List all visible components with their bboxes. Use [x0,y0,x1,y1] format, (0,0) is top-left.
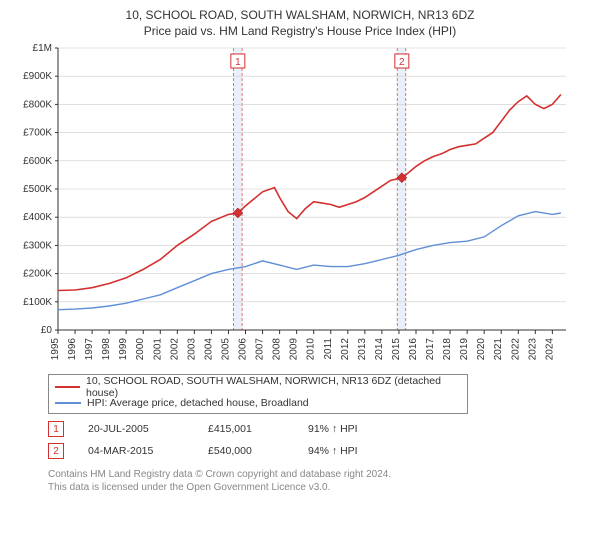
svg-text:2011: 2011 [323,338,334,360]
sale-pct-hpi: 94% ↑ HPI [308,445,408,457]
footer-line-1: Contains HM Land Registry data © Crown c… [48,468,590,481]
svg-text:£200K: £200K [23,269,52,280]
svg-text:2005: 2005 [220,338,231,361]
svg-text:2009: 2009 [289,338,300,361]
svg-text:2002: 2002 [169,338,180,361]
svg-text:£300K: £300K [23,240,52,251]
sale-date: 04-MAR-2015 [88,445,208,457]
svg-text:2022: 2022 [510,338,521,361]
svg-text:2004: 2004 [203,338,214,361]
sale-row: 2 04-MAR-2015£540,00094% ↑ HPI [48,440,590,462]
svg-text:£600K: £600K [23,156,52,167]
svg-text:2013: 2013 [357,338,368,361]
chart-container: 10, SCHOOL ROAD, SOUTH WALSHAM, NORWICH,… [0,0,600,498]
sale-price: £415,001 [208,423,308,435]
svg-text:1998: 1998 [101,338,112,361]
sale-pct-hpi: 91% ↑ HPI [308,423,408,435]
svg-text:2008: 2008 [272,338,283,361]
svg-text:2018: 2018 [442,338,453,361]
title-subtitle: Price paid vs. HM Land Registry's House … [10,24,590,38]
svg-text:£400K: £400K [23,212,52,223]
svg-text:2001: 2001 [152,338,163,361]
svg-text:2010: 2010 [306,338,317,361]
price-chart: £0 £100K £200K £300K £400K £500K £600K £700K £80… [10,40,570,370]
legend-swatch [55,386,80,388]
svg-text:£700K: £700K [23,128,52,139]
legend-row: 10, SCHOOL ROAD, SOUTH WALSHAM, NORWICH,… [55,379,461,395]
svg-text:2003: 2003 [186,338,197,361]
svg-text:1999: 1999 [118,338,129,361]
svg-text:2014: 2014 [374,338,385,361]
legend-label: HPI: Average price, detached house, Broa… [87,397,309,409]
svg-text:2000: 2000 [135,338,146,361]
svg-text:£900K: £900K [23,71,52,82]
svg-text:2012: 2012 [340,338,351,361]
svg-text:2024: 2024 [544,338,555,361]
svg-text:1995: 1995 [50,338,61,361]
svg-text:£0: £0 [41,325,53,336]
svg-text:£800K: £800K [23,99,52,110]
footer-note: Contains HM Land Registry data © Crown c… [48,468,590,494]
footer-line-2: This data is licensed under the Open Gov… [48,481,590,494]
sale-number-box: 2 [48,443,64,459]
legend-label: 10, SCHOOL ROAD, SOUTH WALSHAM, NORWICH,… [86,375,461,399]
sale-price: £540,000 [208,445,308,457]
svg-text:2017: 2017 [425,338,436,361]
sale-row: 1 20-JUL-2005£415,00191% ↑ HPI [48,418,590,440]
title-address: 10, SCHOOL ROAD, SOUTH WALSHAM, NORWICH,… [10,8,590,22]
sale-number-box: 1 [48,421,64,437]
svg-text:2006: 2006 [238,338,249,361]
legend: 10, SCHOOL ROAD, SOUTH WALSHAM, NORWICH,… [48,374,468,414]
svg-text:2023: 2023 [527,338,538,361]
svg-text:£1M: £1M [33,43,52,54]
svg-text:2015: 2015 [391,338,402,361]
svg-text:2016: 2016 [408,338,419,361]
svg-text:1: 1 [235,57,241,68]
sales-table: 1 20-JUL-2005£415,00191% ↑ HPI 2 04-MAR-201… [48,418,590,462]
legend-swatch [55,402,81,404]
sale-date: 20-JUL-2005 [88,423,208,435]
svg-text:2019: 2019 [459,338,470,361]
svg-text:2021: 2021 [493,338,504,361]
svg-text:2020: 2020 [476,338,487,361]
svg-text:1996: 1996 [67,338,78,361]
svg-text:£100K: £100K [23,297,52,308]
svg-text:£500K: £500K [23,184,52,195]
svg-text:1997: 1997 [84,338,95,361]
svg-text:2: 2 [399,57,405,68]
svg-text:2007: 2007 [255,338,266,361]
